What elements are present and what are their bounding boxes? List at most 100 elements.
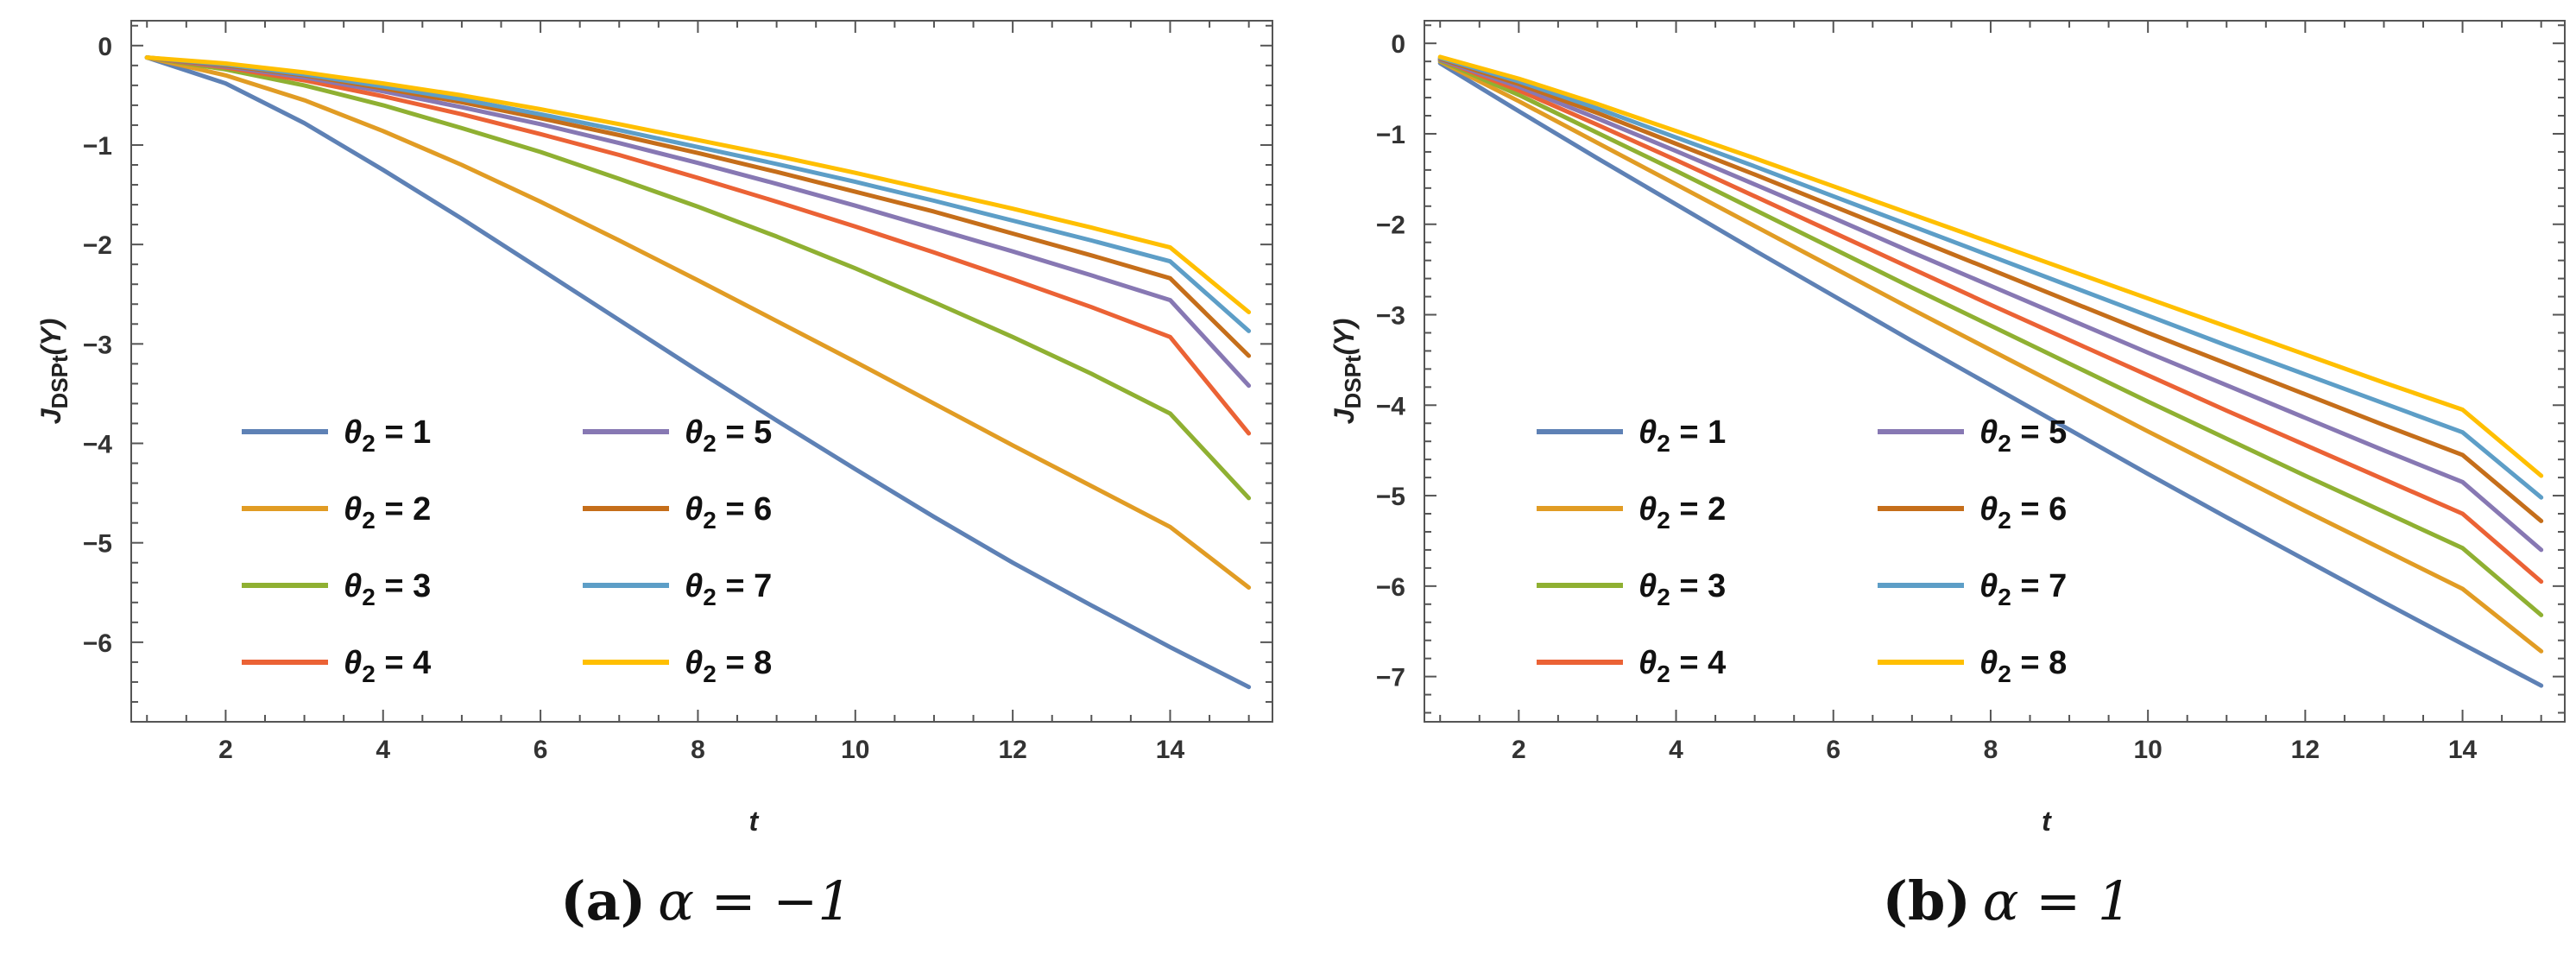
legend-entry-1: θ2 = 1	[344, 414, 431, 457]
legend-symbol: θ	[1638, 568, 1657, 604]
legend-symbol: θ	[1638, 645, 1657, 681]
y-label-arg: (Y)	[35, 319, 66, 356]
legend-subscript: 2	[1998, 660, 2011, 687]
legend-entry-8: θ2 = 8	[1979, 645, 2067, 687]
x-tick-label: 12	[998, 736, 1026, 764]
legend-entry-4: θ2 = 4	[1638, 645, 1726, 687]
y-tick-label: −3	[1376, 302, 1405, 331]
y-tick-label: −2	[1376, 212, 1405, 240]
legend-equals: = 2	[1670, 491, 1726, 528]
legend-equals: = 8	[717, 645, 772, 681]
legend-symbol: θ	[344, 645, 362, 681]
legend-equals: = 5	[2011, 414, 2067, 451]
series-line-2	[144, 55, 1252, 590]
y-tick-label: 0	[1391, 30, 1405, 59]
series-line-7	[1437, 55, 2544, 500]
legend-equals: = 4	[1670, 645, 1726, 681]
x-tick-label: 12	[2291, 736, 2320, 764]
legend-subscript: 2	[1998, 430, 2011, 457]
legend-symbol: θ	[1638, 491, 1657, 528]
legend-subscript: 2	[1998, 584, 2011, 610]
legend-subscript: 2	[1657, 507, 1670, 534]
legend-entry-7: θ2 = 7	[1979, 568, 2067, 610]
legend-symbol: θ	[685, 645, 703, 681]
y-axis-label: JDSPt(Y)	[1329, 319, 1366, 425]
x-tick-label: 6	[1826, 736, 1840, 764]
legend-subscript: 2	[703, 507, 717, 534]
series-line-5	[144, 55, 1252, 389]
legend-subscript: 2	[703, 660, 717, 687]
legend-symbol: θ	[1979, 645, 1998, 681]
y-tick-label: −4	[83, 431, 113, 459]
legend-entry-3: θ2 = 3	[1638, 568, 1726, 610]
caption-letter: (b)	[1883, 869, 1971, 932]
x-tick-label: 2	[1512, 736, 1526, 764]
legend-symbol: θ	[685, 491, 703, 528]
legend-subscript: 2	[1657, 660, 1670, 687]
x-tick-label: 8	[1984, 736, 1998, 764]
y-tick-label: −3	[83, 331, 112, 359]
y-tick-label: −5	[1376, 483, 1405, 511]
x-tick-label: 4	[1669, 736, 1683, 764]
panel-caption: (b) α = 1	[1883, 869, 2132, 932]
y-tick-label: −4	[1376, 392, 1406, 420]
x-tick-label: 14	[1156, 736, 1185, 764]
y-tick-label: −7	[1376, 664, 1405, 692]
legend-entry-5: θ2 = 5	[685, 414, 772, 457]
legend-equals: = 3	[1670, 568, 1726, 604]
legend-entry-6: θ2 = 6	[685, 491, 772, 534]
series-line-8	[1437, 54, 2544, 478]
x-axis-label: t	[2042, 806, 2052, 837]
series-line-5	[1437, 57, 2544, 553]
x-tick-label: 10	[841, 736, 869, 764]
legend-entry-7: θ2 = 7	[685, 568, 772, 610]
series-line-2	[1437, 59, 2544, 654]
y-axis-label: JDSPt(Y)	[35, 319, 73, 425]
panel-caption: (a) α = −1	[560, 869, 851, 932]
series-line-6	[1437, 56, 2544, 523]
legend-subscript: 2	[703, 430, 717, 457]
legend-symbol: θ	[344, 414, 362, 451]
x-tick-label: 6	[534, 736, 548, 764]
legend-entry-6: θ2 = 6	[1979, 491, 2067, 534]
plot-frame	[130, 20, 1273, 723]
x-tick-label: 8	[691, 736, 705, 764]
y-tick-label: −2	[83, 231, 112, 260]
legend-symbol: θ	[1979, 568, 1998, 604]
y-tick-label: −5	[83, 530, 112, 559]
caption-math: α = 1	[1983, 869, 2132, 932]
series-line-4	[1437, 57, 2544, 585]
x-axis-label: t	[749, 806, 760, 837]
y-label-sub: DSPt	[1340, 355, 1366, 408]
y-label-main: J	[35, 408, 66, 424]
y-label-arg: (Y)	[1329, 319, 1360, 356]
legend-symbol: θ	[1979, 491, 1998, 528]
legend-subscript: 2	[362, 660, 376, 687]
series-line-8	[144, 55, 1252, 314]
legend-symbol: θ	[685, 568, 703, 604]
legend-entry-8: θ2 = 8	[685, 645, 772, 687]
series-line-1	[144, 55, 1252, 690]
legend-symbol: θ	[344, 568, 362, 604]
legend-entry-2: θ2 = 2	[344, 491, 431, 534]
legend-symbol: θ	[685, 414, 703, 451]
legend-entry-1: θ2 = 1	[1638, 414, 1726, 457]
legend-equals: = 7	[2011, 568, 2067, 604]
legend-entry-5: θ2 = 5	[1979, 414, 2067, 457]
legend-equals: = 1	[376, 414, 431, 451]
series-line-7	[144, 55, 1252, 333]
legend-subscript: 2	[703, 584, 717, 610]
legend-subscript: 2	[1657, 584, 1670, 610]
y-tick-label: −6	[1376, 573, 1405, 602]
panel-a: 2 4 6 8 10 12 140−1−2−3−4−5−6θ2 = 1θ2 = 2θ2 = …	[35, 20, 1273, 932]
y-tick-label: −6	[83, 629, 112, 658]
legend-entry-4: θ2 = 4	[344, 645, 431, 687]
caption-letter: (a)	[560, 869, 646, 932]
y-label-sub: DSPt	[47, 355, 73, 408]
legend-symbol: θ	[1979, 414, 1998, 451]
y-tick-label: −1	[1376, 121, 1405, 149]
x-tick-label: 10	[2133, 736, 2162, 764]
plot-frame	[1424, 20, 2566, 723]
legend-equals: = 7	[717, 568, 772, 604]
